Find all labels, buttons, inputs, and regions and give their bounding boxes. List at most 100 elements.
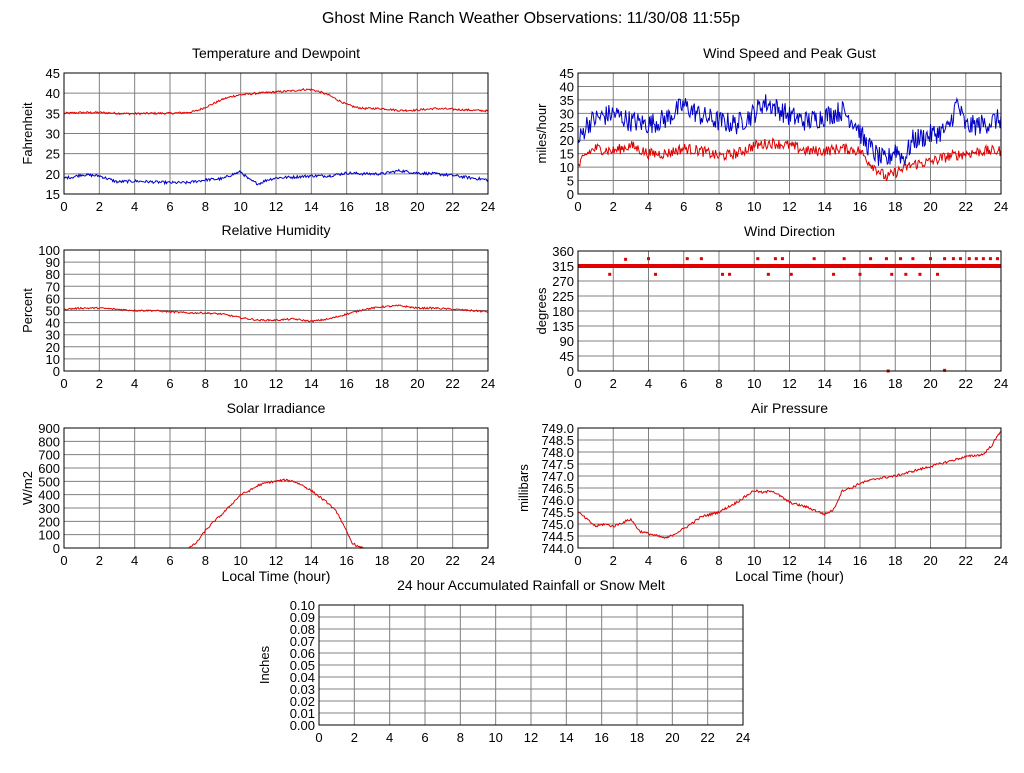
x-tick-label: 4 [131,376,138,391]
direction-point [685,257,689,261]
x-tick-label: 12 [269,553,283,568]
x-tick-label: 4 [131,199,138,214]
y-tick-label: 0.08 [290,622,315,637]
temp-series-dewpoint [63,168,489,186]
x-tick-label: 12 [782,553,796,568]
y-tick-label: 748.5 [541,433,574,448]
y-tick-label: 90 [46,255,60,270]
y-tick-label: 749.0 [541,421,574,436]
wdir-plot-frame [577,250,1002,372]
x-tick-label: 2 [610,376,617,391]
x-tick-label: 8 [457,730,464,745]
x-tick-label: 18 [888,376,902,391]
x-tick-label: 10 [747,553,761,568]
y-tick-label: 747.5 [541,457,574,472]
direction-point [869,257,873,261]
direction-point [647,257,650,261]
x-tick-label: 0 [574,376,581,391]
x-tick-label: 24 [994,376,1008,391]
x-tick-label: 10 [747,199,761,214]
x-tick-label: 18 [888,199,902,214]
wind-title: Wind Speed and Peak Gust [703,45,876,61]
direction-point [858,272,862,276]
x-tick-label: 8 [202,199,209,214]
y-tick-label: 744.5 [541,529,574,544]
y-tick-label: 0.02 [290,694,315,709]
x-tick-label: 18 [375,376,389,391]
y-tick-label: 225 [552,289,574,304]
x-tick-label: 6 [421,730,428,745]
y-tick-label: 80 [46,267,60,282]
y-tick-label: 30 [46,127,60,142]
x-tick-label: 24 [994,553,1008,568]
temp-ylabel: Fahrenheit [20,102,35,165]
x-tick-label: 22 [445,376,459,391]
press-series-air-pressure [577,430,1002,540]
wdir-ylabel: degrees [534,287,549,334]
direction-point [904,272,908,276]
x-tick-label: 2 [96,376,103,391]
direction-point [911,257,915,261]
y-tick-label: 25 [560,120,574,135]
y-tick-label: 30 [46,328,60,343]
y-tick-label: 500 [38,474,60,489]
x-tick-label: 12 [524,730,538,745]
x-tick-label: 6 [166,199,173,214]
x-tick-label: 18 [375,199,389,214]
x-tick-label: 20 [410,553,424,568]
x-tick-label: 14 [818,199,832,214]
direction-point [766,272,770,276]
solar-ylabel: W/m2 [20,471,35,505]
press-title: Air Pressure [751,400,828,416]
x-tick-label: 20 [410,199,424,214]
direction-point [780,257,784,261]
x-tick-label: 12 [782,199,796,214]
y-tick-label: 700 [38,448,60,463]
x-tick-label: 2 [96,199,103,214]
x-tick-label: 24 [481,553,495,568]
x-tick-label: 0 [315,730,322,745]
direction-point [721,272,725,276]
x-tick-label: 14 [304,376,318,391]
x-tick-label: 16 [853,199,867,214]
x-tick-label: 18 [375,553,389,568]
y-tick-label: 745.5 [541,505,574,520]
x-tick-label: 12 [782,376,796,391]
y-tick-label: 45 [560,66,574,81]
direction-point [728,272,732,276]
x-tick-label: 24 [994,199,1008,214]
solar-plot-frame [63,427,489,549]
y-tick-label: 0 [567,364,574,379]
x-tick-label: 0 [574,553,581,568]
x-tick-label: 0 [574,199,581,214]
direction-band [578,264,1001,268]
x-tick-label: 20 [923,553,937,568]
x-tick-label: 16 [853,553,867,568]
x-tick-label: 14 [304,553,318,568]
y-tick-label: 40 [560,79,574,94]
x-tick-label: 14 [818,553,832,568]
rh-plot-frame [63,249,489,372]
y-tick-label: 35 [46,106,60,121]
x-tick-label: 10 [233,376,247,391]
y-tick-label: 748.0 [541,445,574,460]
y-tick-label: 0.00 [290,718,315,733]
wdir-title: Wind Direction [744,223,835,239]
x-tick-label: 22 [445,199,459,214]
y-tick-label: 400 [38,488,60,503]
y-tick-label: 745.0 [541,517,574,532]
rain-ylabel: Inches [257,645,272,684]
direction-point [608,272,612,276]
rain-chart: 24 hour Accumulated Rainfall or Snow Mel… [257,577,750,745]
x-tick-label: 22 [959,199,973,214]
press-xlabel: Local Time (hour) [735,568,844,584]
x-tick-label: 8 [202,376,209,391]
direction-point [918,272,922,276]
direction-point [943,257,947,261]
x-tick-label: 12 [269,199,283,214]
direction-point [842,257,846,261]
